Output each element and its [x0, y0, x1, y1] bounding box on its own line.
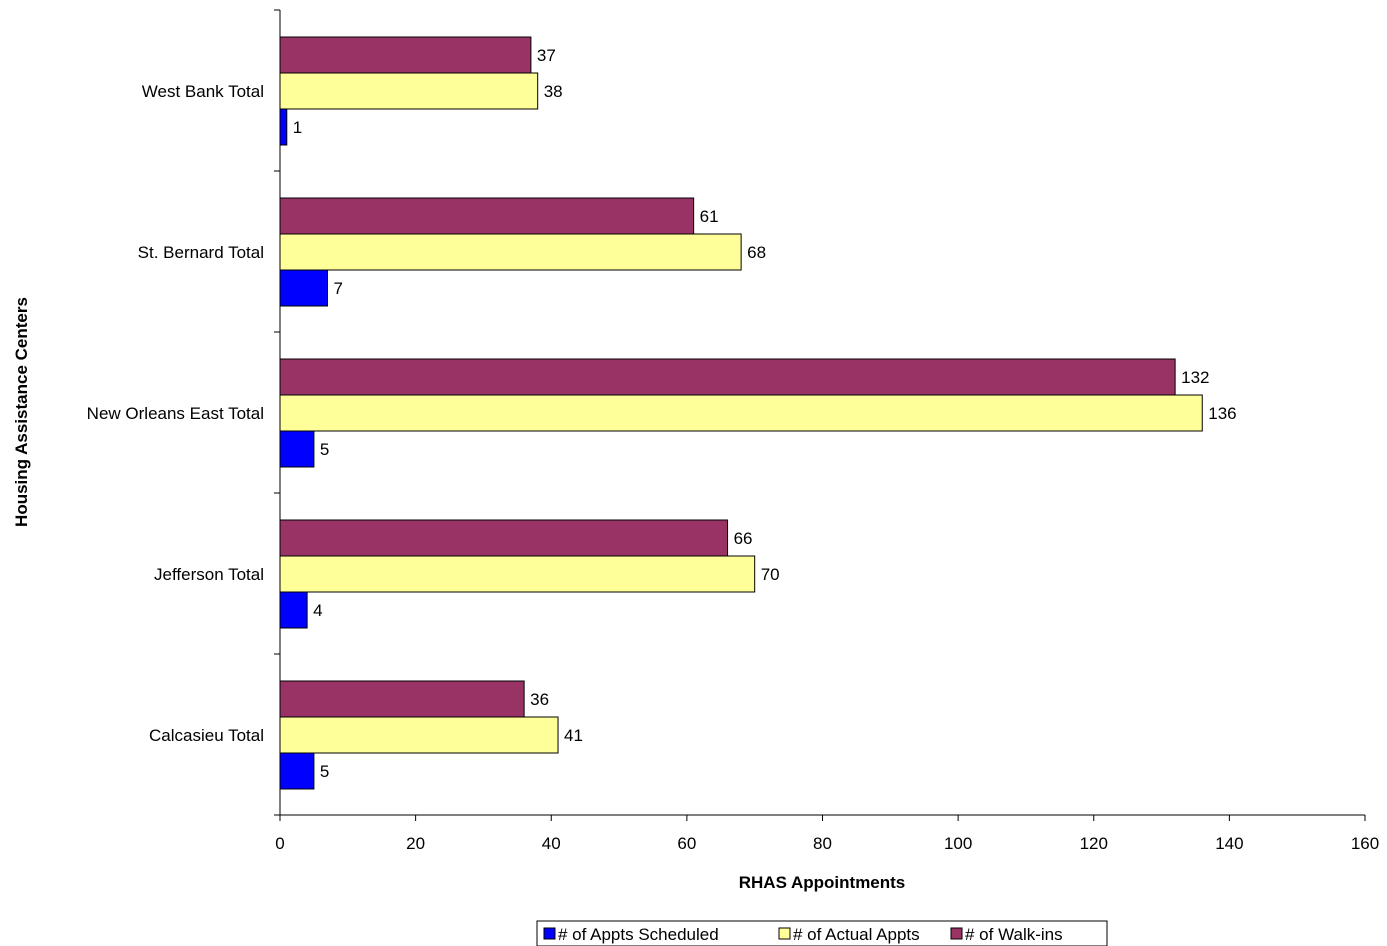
bar [279, 430, 315, 468]
y-axis-title: Housing Assistance Centers [12, 297, 31, 527]
x-tick-label: 80 [813, 834, 832, 853]
legend-box [536, 920, 1108, 946]
bar [279, 197, 695, 235]
data-label: 37 [537, 46, 556, 65]
category-label: St. Bernard Total [138, 243, 264, 262]
x-axis-title: RHAS Appointments [739, 873, 906, 892]
category-label: New Orleans East Total [87, 404, 264, 423]
bar [279, 394, 1203, 432]
legend-label: # of Appts Scheduled [558, 925, 719, 944]
bar [279, 72, 539, 110]
data-label: 61 [700, 207, 719, 226]
data-label: 38 [544, 82, 563, 101]
x-tick-label: 20 [406, 834, 425, 853]
plot-area: 0 20 40 60 80 100 120 140 160 West Bank Total 37 38… [87, 9, 1379, 853]
bar [279, 233, 742, 271]
data-label: 7 [333, 279, 342, 298]
legend-swatch [950, 927, 963, 940]
data-label: 4 [313, 601, 322, 620]
bar [279, 36, 532, 74]
legend-swatch [543, 927, 556, 940]
data-label: 66 [734, 529, 753, 548]
data-label: 36 [530, 690, 549, 709]
bar [279, 591, 308, 629]
x-tick-label: 0 [275, 834, 284, 853]
x-tick-label: 100 [944, 834, 972, 853]
bar [279, 519, 729, 557]
bar [279, 680, 525, 718]
bar [279, 269, 328, 307]
data-label: 1 [293, 118, 302, 137]
category-label: Jefferson Total [154, 565, 264, 584]
x-tick-label: 140 [1215, 834, 1243, 853]
category-label: West Bank Total [142, 82, 264, 101]
legend-label: # of Walk-ins [965, 925, 1063, 944]
bar [279, 108, 288, 146]
data-label: 5 [320, 762, 329, 781]
bar [279, 555, 756, 593]
data-label: 132 [1181, 368, 1209, 387]
legend-label: # of Actual Appts [793, 925, 920, 944]
category-label: Calcasieu Total [149, 726, 264, 745]
data-label: 41 [564, 726, 583, 745]
bar [279, 752, 315, 790]
legend: # of Appts Scheduled # of Actual Appts # o… [536, 920, 1108, 946]
bar [279, 716, 559, 754]
x-tick-label: 160 [1351, 834, 1379, 853]
x-tick-label: 40 [542, 834, 561, 853]
data-label: 68 [747, 243, 766, 262]
data-label: 136 [1208, 404, 1236, 423]
data-label: 5 [320, 440, 329, 459]
data-label: 70 [761, 565, 780, 584]
legend-swatch [778, 927, 791, 940]
x-tick-label: 120 [1080, 834, 1108, 853]
bar [279, 358, 1176, 396]
x-tick-label: 60 [677, 834, 696, 853]
